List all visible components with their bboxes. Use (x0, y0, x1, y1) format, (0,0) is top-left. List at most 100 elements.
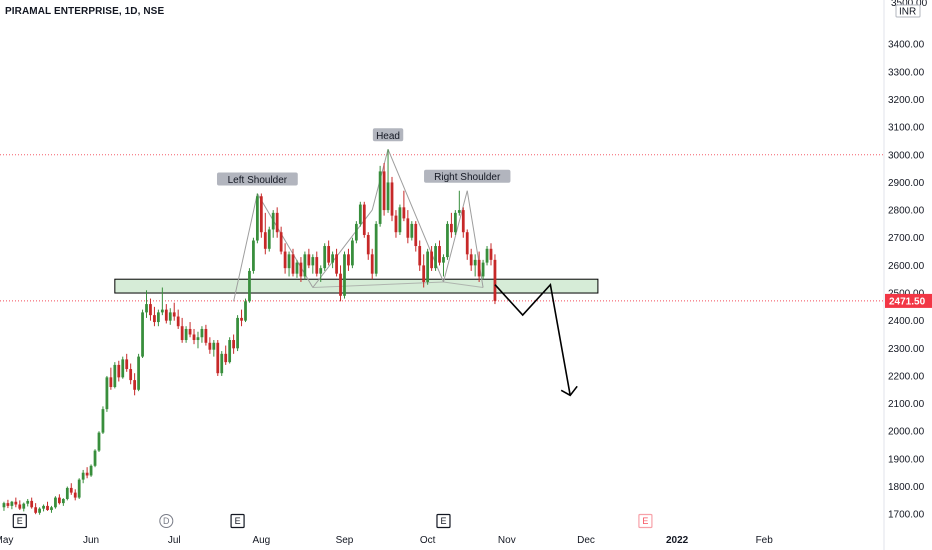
y-tick-label: 1900.00 (888, 454, 925, 465)
candle-down (390, 182, 394, 216)
candle-up (113, 364, 117, 388)
neckline-segment (443, 281, 484, 288)
candle-up (137, 356, 140, 390)
candle-up (271, 212, 275, 230)
candle-up (61, 498, 65, 504)
last-price-tag[interactable] (885, 293, 932, 308)
candle-up (196, 337, 200, 341)
pattern-label-text: Right Shoulder (434, 172, 501, 183)
candle-up (303, 254, 307, 277)
candle-up (386, 182, 390, 211)
candle-up (97, 432, 101, 451)
candle-down (327, 246, 331, 263)
y-tick-label: 2100.00 (888, 399, 925, 410)
candle-down (6, 503, 10, 506)
candle-up (267, 229, 271, 249)
candle-down (450, 223, 453, 233)
earnings-badge[interactable] (12, 513, 27, 529)
candle-down (366, 234, 370, 255)
pattern-label-box[interactable] (424, 169, 511, 183)
y-tick-label: 1800.00 (888, 482, 925, 493)
y-tick-label: 3100.00 (888, 123, 925, 134)
currency-label: INR (899, 7, 916, 18)
candle-up (141, 312, 144, 357)
x-tick-label: Nov (498, 535, 516, 546)
candle-down (259, 196, 263, 233)
earnings-badge[interactable] (230, 513, 245, 529)
pattern-segment (233, 193, 258, 302)
candle-up (160, 309, 164, 313)
candle-up (426, 251, 430, 282)
candle-down (216, 342, 220, 374)
candle-down (204, 328, 208, 343)
candle-down (46, 505, 49, 511)
candle-down (394, 215, 398, 233)
x-tick-label: Jul (168, 535, 181, 546)
y-tick-label: 2000.00 (888, 427, 925, 438)
candle-down (85, 472, 89, 476)
candle-up (351, 240, 354, 266)
candle-down (192, 334, 196, 341)
candle-down (34, 507, 38, 513)
candle-down (133, 380, 137, 390)
candle-down (477, 259, 481, 277)
candle-down (73, 492, 77, 498)
candle-down (422, 265, 426, 282)
pattern-label-box[interactable] (372, 128, 404, 142)
candle-down (176, 316, 180, 327)
y-tick-label: 3000.00 (888, 150, 925, 161)
candle-up (101, 409, 105, 433)
candle-down (461, 210, 465, 233)
candle-up (442, 257, 445, 263)
pattern-segment (312, 209, 373, 288)
candle-up (2, 503, 6, 508)
candle-down (275, 212, 279, 233)
badge-letter: E (440, 516, 446, 526)
candle-down (224, 353, 228, 363)
candle-down (307, 254, 311, 266)
candle-up (252, 240, 255, 271)
candle-down (129, 369, 133, 381)
candle-up (81, 472, 85, 480)
candle-up (323, 246, 327, 269)
candle-up (212, 342, 216, 350)
candle-up (378, 171, 382, 224)
candle-up (287, 254, 291, 269)
candle-up (485, 248, 489, 263)
earnings-badge[interactable] (638, 513, 653, 529)
candle-down (180, 326, 184, 341)
y-tick-label: 2300.00 (888, 344, 925, 355)
time-axis: May Jun Jul Aug Sep Oct Nov Dec 2022 Feb (0, 535, 773, 546)
currency-badge[interactable] (895, 4, 921, 18)
earnings-badge[interactable] (436, 513, 451, 529)
pattern-segment (442, 190, 468, 283)
projection-arrow (494, 282, 578, 397)
candle-up (446, 223, 449, 258)
candle-up (54, 497, 57, 508)
candle-up (354, 223, 358, 241)
candle-up (228, 340, 232, 363)
y-tick-label: 2700.00 (888, 233, 925, 244)
candle-up (65, 487, 69, 499)
dividend-badge[interactable] (159, 514, 174, 528)
candle-down (418, 246, 422, 266)
candle-down (240, 317, 243, 321)
candle-up (358, 204, 362, 224)
x-tick-label: Dec (577, 535, 595, 546)
candle-up (410, 223, 414, 238)
candle-down (370, 254, 374, 274)
x-tick-label: May (0, 535, 13, 546)
badge-letter: E (642, 516, 648, 526)
candle-down (109, 377, 113, 388)
candle-up (220, 353, 224, 374)
candle-up (42, 505, 45, 509)
candle-down (402, 207, 406, 219)
pattern-label-box[interactable] (216, 172, 298, 186)
candle-down (489, 248, 493, 260)
price-axis-background (884, 0, 932, 550)
y-tick-label: 1700.00 (888, 510, 925, 521)
candle-down (232, 340, 236, 349)
pattern-label-text: Left Shoulder (228, 175, 288, 186)
